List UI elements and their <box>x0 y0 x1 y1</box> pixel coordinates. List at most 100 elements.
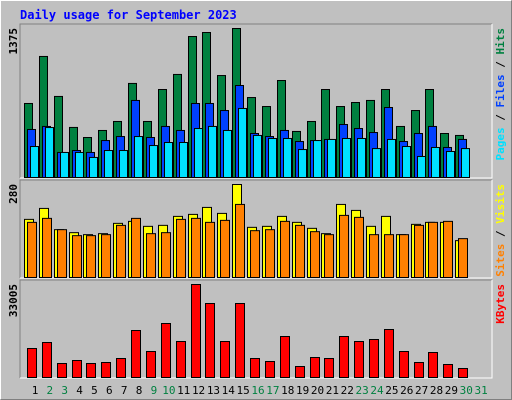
bar <box>250 357 260 378</box>
bar <box>101 234 111 278</box>
bar <box>238 107 247 178</box>
bar <box>313 140 322 179</box>
bar <box>431 146 440 179</box>
legend-entry: Visits <box>494 184 507 224</box>
bar <box>461 148 470 178</box>
bar <box>310 356 320 378</box>
x-tick-label: 9 <box>151 384 158 397</box>
bar <box>72 360 82 379</box>
bar <box>131 217 141 278</box>
bar <box>86 235 96 278</box>
bar <box>295 224 305 279</box>
bar <box>101 362 111 379</box>
bar <box>369 338 379 378</box>
panel-border-dark <box>19 179 492 278</box>
legend-entry: Files <box>494 74 507 107</box>
x-tick-label: 30 <box>460 384 473 397</box>
bar <box>295 365 305 378</box>
x-tick-label: 6 <box>106 384 113 397</box>
chart-title: Daily usage for September 2023 <box>20 8 237 22</box>
x-tick-label: 19 <box>296 384 309 397</box>
bar <box>191 284 201 378</box>
x-tick-label: 5 <box>91 384 98 397</box>
bar <box>268 137 277 178</box>
bar <box>298 149 307 178</box>
x-tick-label: 4 <box>76 384 83 397</box>
x-tick-label: 3 <box>61 384 68 397</box>
bar <box>458 238 468 278</box>
bar <box>369 234 379 278</box>
bar <box>27 347 37 378</box>
bar <box>280 220 290 278</box>
bar <box>372 148 381 178</box>
legend-separator: / <box>494 224 507 244</box>
bar <box>205 303 215 378</box>
bar <box>116 224 126 279</box>
bar <box>194 128 203 178</box>
bar <box>402 146 411 178</box>
x-tick-label: 12 <box>192 384 205 397</box>
x-tick-label: 21 <box>326 384 339 397</box>
x-tick-label: 25 <box>385 384 398 397</box>
x-tick-label: 29 <box>445 384 458 397</box>
panel-border-dark <box>19 279 492 378</box>
bar <box>310 231 320 279</box>
legend-entry: Sites <box>494 244 507 277</box>
x-tick-label: 22 <box>341 384 354 397</box>
x-tick-label: 17 <box>266 384 279 397</box>
y-tick-label: 280 <box>7 184 20 204</box>
bar <box>220 219 230 278</box>
bar <box>443 363 453 378</box>
panel-border-dark <box>19 23 492 178</box>
bar <box>42 217 52 278</box>
bar <box>176 341 186 379</box>
bar <box>30 146 39 178</box>
legend: KBytes <box>494 284 507 324</box>
bar <box>324 234 334 278</box>
x-tick-label: 1 <box>32 384 39 397</box>
bar <box>223 129 232 179</box>
bar <box>27 221 37 279</box>
x-tick-label: 28 <box>430 384 443 397</box>
legend: Sites / Visits <box>494 184 507 277</box>
bar <box>399 351 409 379</box>
y-tick-label: 33005 <box>7 284 20 317</box>
bar <box>235 203 245 278</box>
bar <box>134 136 143 178</box>
bar <box>205 221 215 279</box>
bar <box>131 329 141 378</box>
x-tick-label: 27 <box>415 384 428 397</box>
x-tick-label: 10 <box>162 384 175 397</box>
bar <box>283 137 292 178</box>
x-tick-label: 14 <box>222 384 236 397</box>
x-tick-label: 8 <box>136 384 143 397</box>
bar <box>384 234 394 278</box>
x-tick-label: 26 <box>400 384 413 397</box>
bar <box>414 362 424 379</box>
bar <box>384 328 394 378</box>
bar <box>339 336 349 379</box>
legend-separator: / <box>494 55 507 75</box>
x-tick-label: 18 <box>281 384 294 397</box>
legend-entry: Hits <box>494 28 507 55</box>
bar <box>354 341 364 379</box>
bar <box>428 352 438 379</box>
bar <box>161 323 171 379</box>
bar <box>446 150 455 178</box>
x-tick-label: 13 <box>207 384 220 397</box>
bar <box>146 233 156 279</box>
bar <box>250 230 260 279</box>
bar <box>342 137 351 178</box>
bar <box>458 368 468 379</box>
bar <box>265 361 275 379</box>
bar <box>399 234 409 278</box>
bar <box>149 145 158 179</box>
x-tick-label: 2 <box>47 384 54 397</box>
bar <box>72 235 82 278</box>
bar <box>417 155 426 178</box>
x-tick-label: 23 <box>356 384 369 397</box>
legend: Pages / Files / Hits <box>494 28 507 161</box>
bar <box>191 217 201 278</box>
bar <box>57 362 67 378</box>
